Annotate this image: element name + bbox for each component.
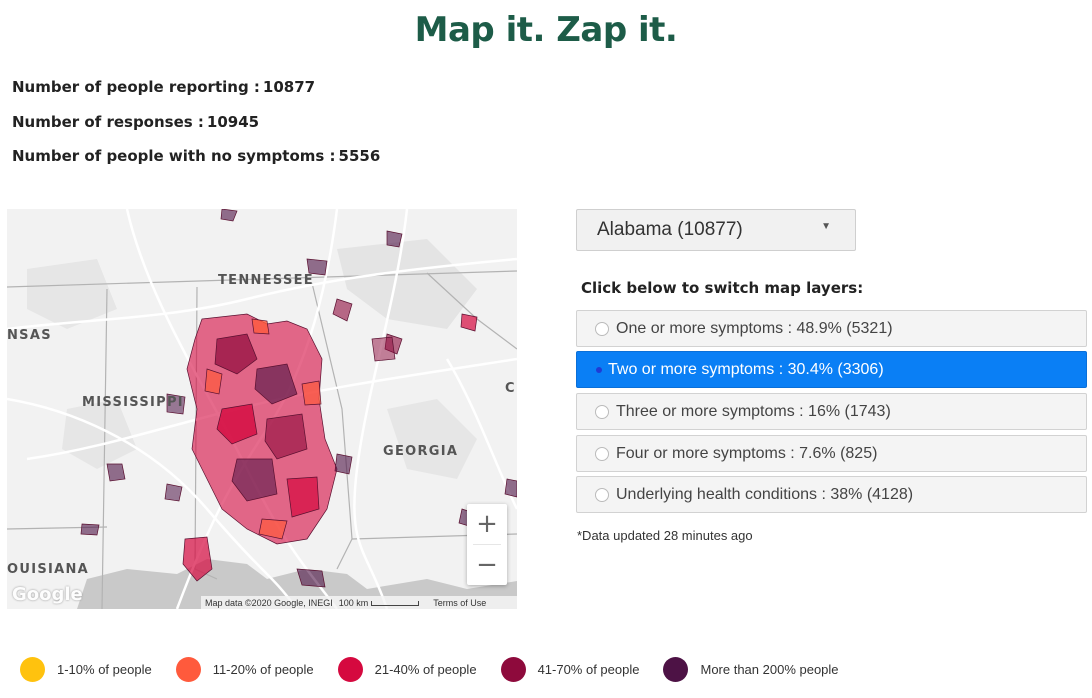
legend-item: 11-20% of people [175, 657, 314, 682]
map-label-mississippi: MISSISSIPPI [82, 395, 184, 410]
legend-label: 11-20% of people [212, 662, 314, 677]
zoom-divider [473, 544, 501, 545]
state-select[interactable]: Alabama (10877) ▼ [576, 209, 856, 251]
stat-label: Number of people reporting : [12, 78, 260, 96]
radio-selected-icon [595, 363, 603, 377]
map-label-tennessee: TENNESSEE [218, 273, 314, 288]
chevron-down-icon: ▼ [821, 221, 831, 232]
stat-responses: Number of responses :10945 [12, 113, 259, 131]
layer-option-underlying-conditions[interactable]: Underlying health conditions : 38% (4128… [576, 476, 1087, 513]
stat-people-reporting: Number of people reporting :10877 [12, 78, 315, 96]
legend-swatch [20, 657, 45, 682]
layer-label: Four or more symptoms : 7.6% (825) [616, 444, 878, 462]
legend-label: 21-40% of people [374, 662, 477, 677]
stat-value: 5556 [338, 147, 381, 165]
radio-icon [595, 321, 609, 336]
google-logo[interactable]: Google [12, 584, 83, 605]
legend-swatch [337, 657, 363, 682]
radio-icon [595, 487, 609, 502]
layer-option-one-or-more[interactable]: One or more symptoms : 48.9% (5321) [576, 310, 1087, 347]
stat-label: Number of people with no symptoms : [12, 147, 336, 165]
radio-icon [595, 404, 609, 419]
legend-item: 1-10% of people [20, 657, 152, 682]
map-label-georgia: GEORGIA [383, 444, 459, 459]
layer-label: Underlying health conditions : 38% (4128… [616, 485, 914, 503]
layer-label: Three or more symptoms : 16% (1743) [616, 402, 891, 420]
stat-value: 10945 [206, 113, 260, 131]
stat-no-symptoms: Number of people with no symptoms :5556 [12, 147, 380, 165]
layer-option-three-or-more[interactable]: Three or more symptoms : 16% (1743) [576, 393, 1087, 430]
map-legend: 1-10% of people 11-20% of people 21-40% … [20, 657, 863, 682]
layers-heading: Click below to switch map layers: [581, 279, 864, 297]
layer-option-four-or-more[interactable]: Four or more symptoms : 7.6% (825) [576, 435, 1087, 472]
legend-item: 41-70% of people [500, 657, 640, 682]
layer-label: Two or more symptoms : 30.4% (3306) [608, 360, 884, 378]
legend-item: 21-40% of people [337, 657, 477, 682]
map-canvas[interactable] [7, 209, 517, 609]
legend-swatch [663, 657, 689, 682]
page-title: Map it. Zap it. [414, 10, 678, 50]
radio-icon [595, 446, 609, 461]
legend-label: 1-10% of people [57, 662, 152, 677]
state-select-value: Alabama (10877) [597, 219, 743, 240]
legend-swatch [500, 657, 526, 682]
zoom-control: + − [467, 504, 507, 585]
stat-label: Number of responses : [12, 113, 204, 131]
legend-label: 41-70% of people [537, 662, 640, 677]
symptom-map[interactable]: TENNESSEE MISSISSIPPI GEORGIA NSAS OUISI… [7, 209, 517, 609]
data-updated-note: *Data updated 28 minutes ago [577, 528, 753, 543]
legend-label: More than 200% people [700, 662, 839, 677]
legend-swatch [175, 657, 201, 682]
map-data-credit: Map data ©2020 Google, INEGI [205, 597, 333, 608]
zoom-in-button[interactable]: + [476, 509, 498, 539]
scale-bar [371, 600, 420, 606]
map-label-louisiana: OUISIANA [7, 562, 90, 577]
map-label-carolina: C [505, 381, 516, 396]
map-label-arkansas: NSAS [7, 328, 52, 343]
zoom-out-button[interactable]: − [476, 550, 498, 580]
layer-label: One or more symptoms : 48.9% (5321) [616, 319, 893, 337]
map-scale[interactable]: 100 km [339, 598, 420, 608]
map-attribution: Map data ©2020 Google, INEGI 100 km Term… [201, 596, 517, 609]
stat-value: 10877 [262, 78, 316, 96]
layer-option-two-or-more[interactable]: Two or more symptoms : 30.4% (3306) [576, 351, 1087, 388]
terms-link[interactable]: Terms of Use [433, 597, 487, 608]
legend-item: More than 200% people [663, 657, 839, 682]
